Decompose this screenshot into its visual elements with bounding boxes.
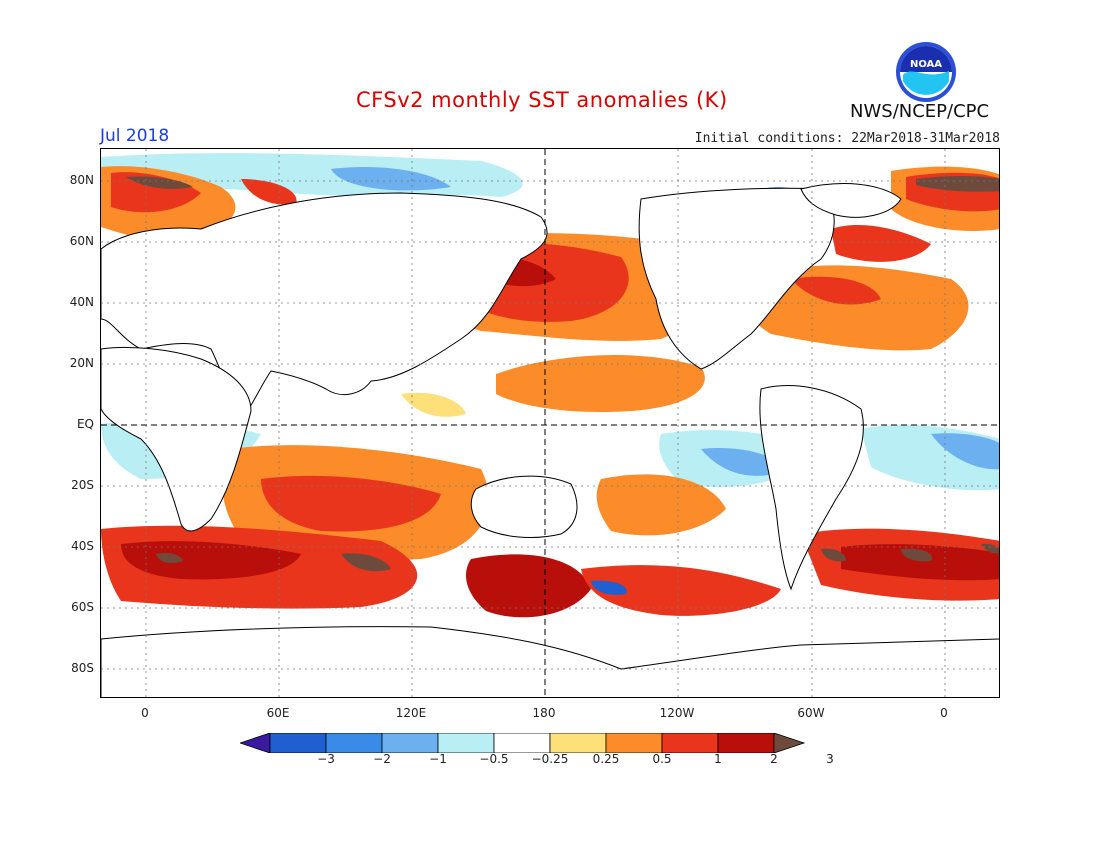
- lon-label: 120W: [659, 706, 695, 720]
- noaa-logo: NOAA: [896, 42, 956, 102]
- anomaly-patch: [931, 433, 999, 470]
- colorbar-label: −1: [429, 752, 447, 766]
- anomaly-patch: [591, 580, 627, 595]
- anomaly-patch: [596, 474, 726, 536]
- colorbar-label: 3: [826, 752, 834, 766]
- landmass-australia: [470, 475, 578, 538]
- colorbar-segment: [437, 733, 495, 753]
- anomaly-patch: [341, 553, 391, 572]
- colorbar-label: 0.5: [652, 752, 672, 766]
- anomaly-patch: [496, 355, 705, 413]
- anomaly-patch: [466, 554, 591, 618]
- lat-label: 20N: [69, 356, 94, 370]
- lat-label: 60N: [69, 234, 94, 248]
- anomaly-patch: [791, 276, 881, 305]
- colorbar-segment: [605, 733, 663, 753]
- colorbar-segment: [325, 733, 383, 753]
- anomaly-patch: [331, 167, 451, 191]
- colorbar-segment: [381, 733, 439, 753]
- colorbar-label: 1: [714, 752, 722, 766]
- lat-label: 20S: [71, 478, 94, 492]
- chart-title: CFSv2 monthly SST anomalies (K): [356, 88, 728, 112]
- anomaly-patch: [739, 265, 969, 351]
- colorbar: [240, 733, 806, 753]
- lon-label: 60E: [266, 706, 290, 720]
- agency-label: NWS/NCEP/CPC: [850, 101, 990, 122]
- landmass-antarctica: [101, 626, 999, 697]
- noaa-logo-text: NOAA: [910, 59, 942, 70]
- lon-label: 60W: [797, 706, 825, 720]
- anomaly-patch: [241, 179, 297, 205]
- anomaly-patch: [156, 552, 183, 563]
- lat-label: EQ: [76, 417, 94, 431]
- colorbar-label: −2: [373, 752, 391, 766]
- lat-label: 80N: [69, 173, 94, 187]
- colorbar-segment: [773, 733, 806, 753]
- lat-label: 60S: [71, 600, 94, 614]
- lat-label: 80S: [71, 661, 94, 675]
- anomaly-patch: [401, 392, 466, 417]
- lon-label: 180: [532, 706, 556, 720]
- anomaly-patch: [121, 541, 301, 580]
- colorbar-segment: [549, 733, 607, 753]
- landmass-north-america: [638, 187, 835, 370]
- sst-anomaly-map: [100, 148, 1000, 698]
- initial-conditions: Initial conditions: 22Mar2018-31Mar2018: [694, 131, 1000, 146]
- colorbar-segment: [661, 733, 719, 753]
- colorbar-label: 0.25: [592, 752, 620, 766]
- anomaly-patch: [916, 176, 999, 192]
- colorbar-label: −0.5: [479, 752, 509, 766]
- lon-label: 0: [940, 706, 948, 720]
- landmass-eurasia: [101, 192, 548, 420]
- colorbar-segment: [240, 733, 271, 753]
- lon-label: 120E: [395, 706, 427, 720]
- anomaly-patch: [261, 475, 441, 532]
- landmass-africa: [101, 346, 252, 532]
- lat-label: 40S: [71, 539, 94, 553]
- lon-label: 0: [141, 706, 149, 720]
- map-svg: [101, 149, 999, 697]
- forecast-month: Jul 2018: [100, 126, 170, 146]
- colorbar-label: −3: [317, 752, 335, 766]
- colorbar-segment: [493, 733, 551, 753]
- colorbar-label: 2: [770, 752, 778, 766]
- lat-label: 40N: [69, 295, 94, 309]
- anomaly-patch: [981, 543, 999, 554]
- anomaly-patch: [821, 548, 846, 562]
- anomaly-patch: [126, 176, 193, 189]
- colorbar-segment: [717, 733, 775, 753]
- anomaly-patch: [841, 544, 999, 581]
- colorbar-segment: [269, 733, 327, 753]
- colorbar-label: −0.25: [531, 752, 569, 766]
- anomaly-patch: [831, 224, 931, 262]
- landmass-south-america: [759, 385, 864, 591]
- anomaly-patch: [581, 565, 781, 616]
- anomaly-patch: [901, 548, 932, 562]
- landmass-greenland: [800, 183, 902, 218]
